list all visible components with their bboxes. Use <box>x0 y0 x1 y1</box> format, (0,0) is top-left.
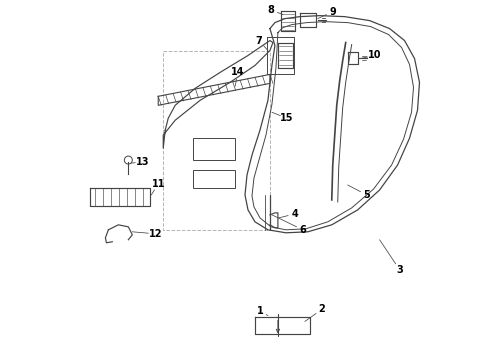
Text: 2: 2 <box>318 305 325 315</box>
Text: 14: 14 <box>231 67 245 77</box>
Bar <box>193 138 235 160</box>
Text: 10: 10 <box>368 50 381 60</box>
Text: 12: 12 <box>148 229 162 239</box>
Text: 8: 8 <box>268 5 274 15</box>
Text: 5: 5 <box>363 190 370 200</box>
Text: 11: 11 <box>151 179 165 189</box>
Text: 6: 6 <box>299 225 306 235</box>
Text: 9: 9 <box>329 6 336 17</box>
Text: 7: 7 <box>256 36 262 46</box>
Text: 15: 15 <box>280 113 294 123</box>
Text: 3: 3 <box>396 265 403 275</box>
Text: 13: 13 <box>136 157 149 167</box>
Text: 4: 4 <box>292 209 298 219</box>
Text: 1: 1 <box>257 306 263 316</box>
Bar <box>193 170 235 188</box>
